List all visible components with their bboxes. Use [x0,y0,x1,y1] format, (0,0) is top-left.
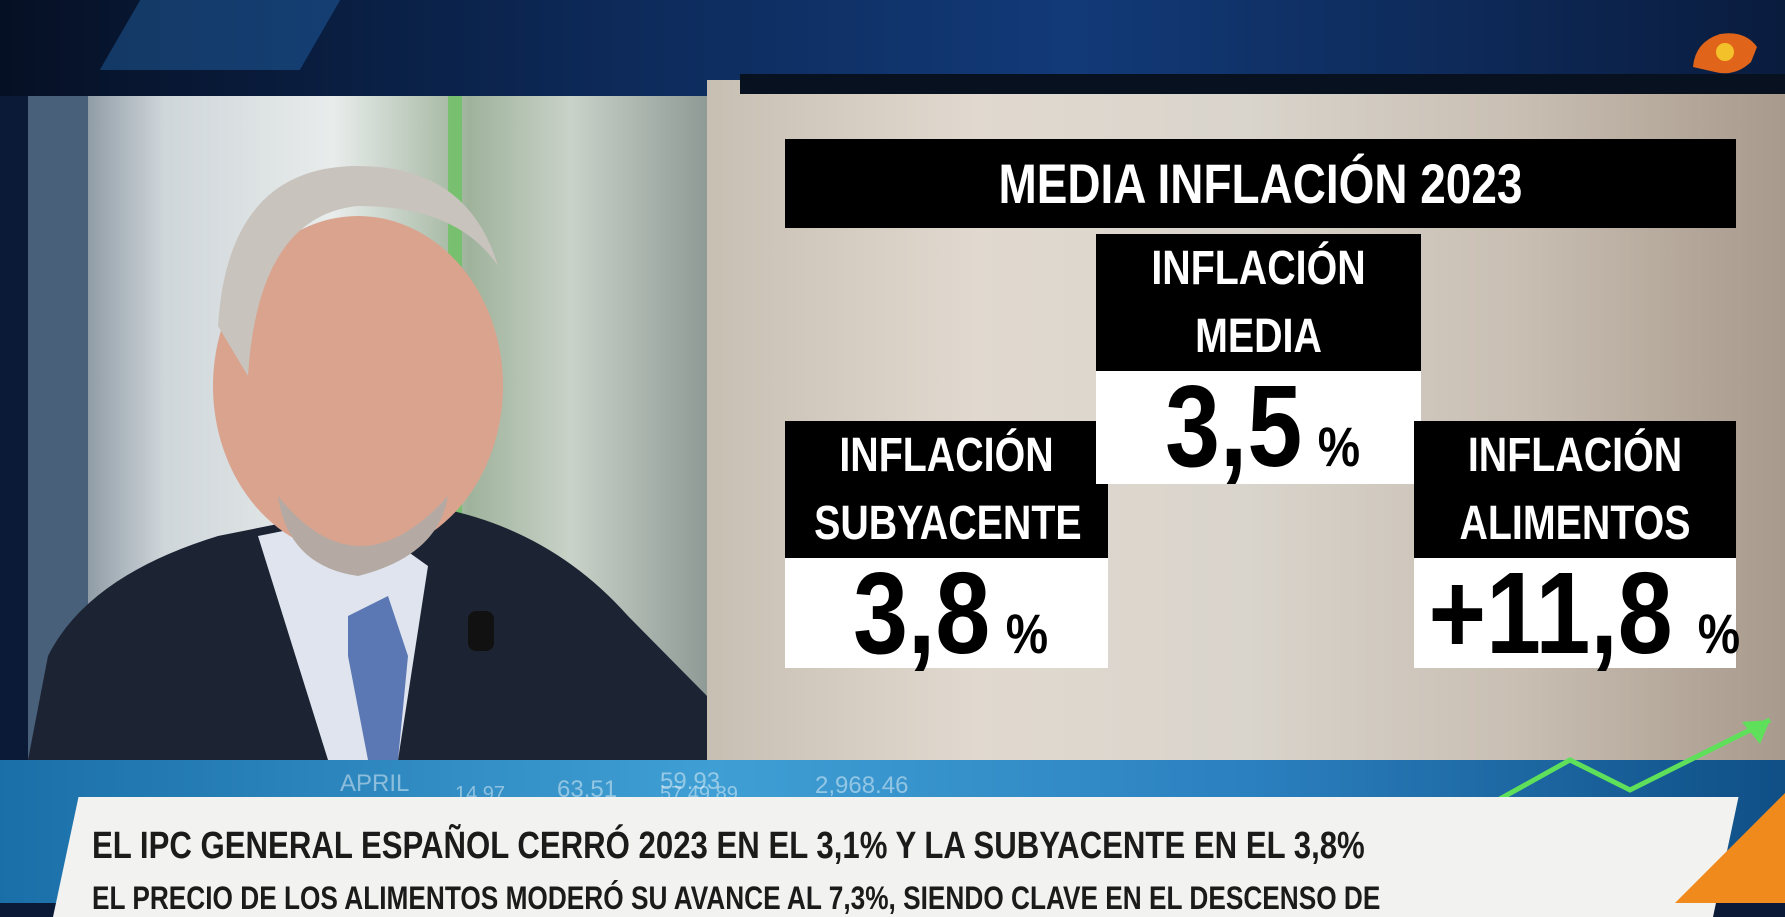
subheadline: EL PRECIO DE LOS ALIMENTOS MODERÓ SU AVA… [92,880,1663,917]
box-value: 3,8% [785,548,1108,678]
label-line: INFLACIÓN [839,428,1054,482]
value-unit: % [1005,602,1049,665]
label-line: ALIMENTOS [1459,496,1691,550]
channel-logo [1693,33,1757,74]
guest-figure [28,96,707,760]
box-label: INFLACIÓN ALIMENTOS [1414,421,1736,558]
box-label: INFLACIÓN MEDIA [1096,234,1421,371]
top-glow [99,0,341,70]
label-line: INFLACIÓN [1151,241,1366,295]
value-number: +11,8 [1428,548,1673,678]
box-label: INFLACIÓN SUBYACENTE [785,421,1108,558]
title-text: MEDIA INFLACIÓN 2023 [998,152,1523,215]
ticker-text: APRIL [340,770,410,797]
label-line: SUBYACENTE [814,496,1082,550]
subheadline-text: EL PRECIO DE LOS ALIMENTOS MODERÓ SU AVA… [92,880,1381,916]
ticker-text: 59.93 [660,768,721,795]
label-line: INFLACIÓN [1467,428,1683,482]
value-unit: % [1697,602,1740,665]
corner-accent [1675,793,1785,903]
graphic-top-bar [740,74,1785,94]
graphic-title: MEDIA INFLACIÓN 2023 [785,139,1736,228]
box-value: +11,8% [1414,548,1740,678]
label-line: MEDIA [1195,309,1322,363]
value-number: 3,5 [1165,361,1303,491]
box-value: 3,5% [1096,361,1421,491]
value-unit: % [1317,415,1361,478]
headline-text: EL IPC GENERAL ESPAÑOL CERRÓ 2023 EN EL … [92,825,1365,867]
studio-video [28,96,707,760]
trend-arrow [1480,717,1772,813]
headline: EL IPC GENERAL ESPAÑOL CERRÓ 2023 EN EL … [92,825,1644,868]
value-number: 3,8 [853,548,991,678]
ticker-text: 2,968.46 [815,772,909,799]
